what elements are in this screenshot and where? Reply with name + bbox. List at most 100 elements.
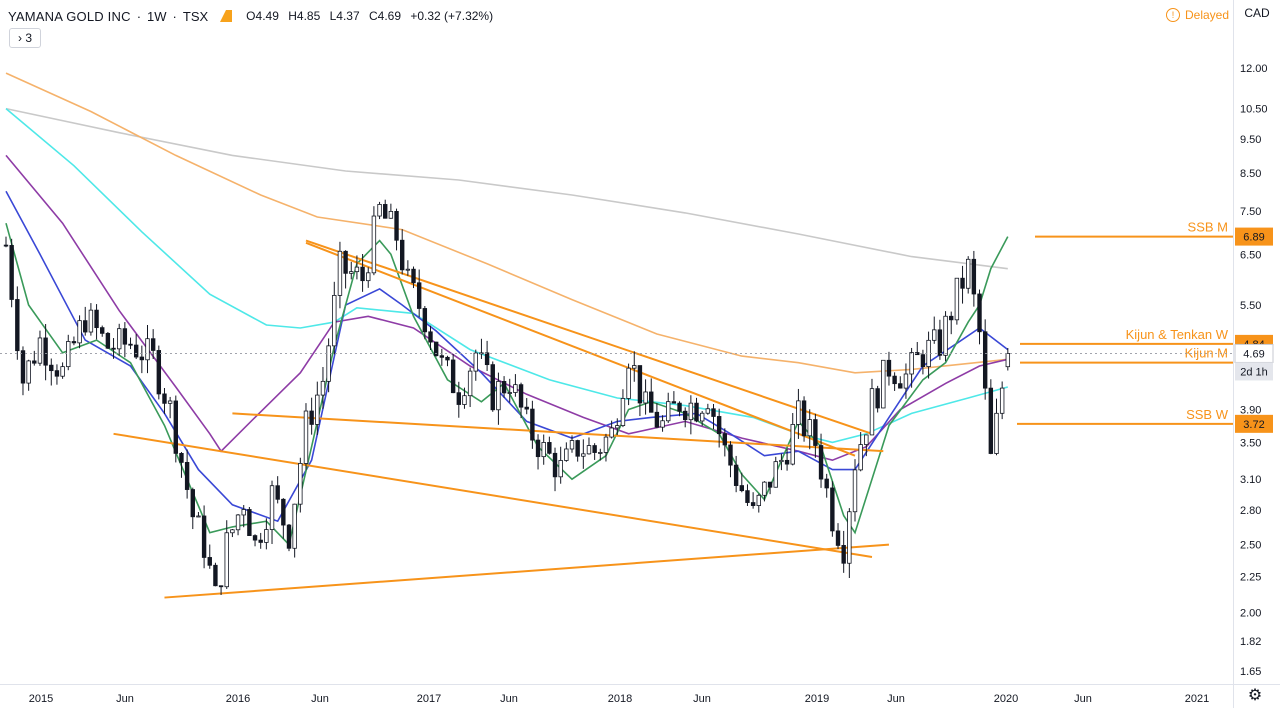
candle-body <box>926 339 931 368</box>
candle-body <box>462 395 467 405</box>
candle-body <box>1005 353 1011 368</box>
candle-body <box>858 444 863 471</box>
candle-body <box>660 420 665 428</box>
candle-body <box>456 392 461 405</box>
open-value: 4.49 <box>255 9 279 23</box>
candle-body <box>484 352 490 366</box>
candle-body <box>77 320 82 344</box>
candle-body <box>949 315 954 321</box>
exchange-label: TSX <box>182 8 209 24</box>
low-value: 4.37 <box>336 9 360 23</box>
candle-body <box>37 337 43 364</box>
candle-body <box>399 239 405 271</box>
candle-body <box>422 308 428 333</box>
level-price-text: 6.89 <box>1243 232 1264 244</box>
candle-body <box>241 509 246 516</box>
trendline <box>164 543 890 599</box>
moving-average-line <box>5 107 1008 270</box>
candle-body <box>128 343 133 346</box>
candle-body <box>999 387 1005 414</box>
candle-body <box>954 277 960 321</box>
delayed-badge[interactable]: ! Delayed <box>1166 8 1229 22</box>
level-price-tag <box>1235 227 1273 246</box>
gear-icon[interactable]: ⚙ <box>1247 687 1263 704</box>
x-tick-label: Jun <box>500 693 518 705</box>
x-tick-label: 2016 <box>226 693 250 705</box>
candle-body <box>683 410 688 421</box>
trendline <box>305 239 873 435</box>
y-tick-label: 5.50 <box>1240 300 1261 312</box>
candle-body <box>416 282 422 309</box>
candle-body <box>133 344 139 358</box>
candle-body <box>66 341 71 368</box>
high-key: H <box>288 9 297 23</box>
symbol-legend[interactable]: YAMANA GOLD INC · 1W · TSX O4.49 H4.85 L… <box>8 7 499 25</box>
candle-body <box>122 328 128 345</box>
candle-body <box>767 481 773 488</box>
candle-body <box>575 440 580 457</box>
candle-body <box>275 485 280 500</box>
candle-body <box>450 359 456 394</box>
candle-body <box>779 459 784 463</box>
candle-body <box>513 384 518 393</box>
candle-body <box>677 402 682 412</box>
x-tick-label: Jun <box>693 693 711 705</box>
candle-body <box>281 498 286 526</box>
candle-body <box>213 564 218 587</box>
candle-body <box>762 481 767 496</box>
candle-body <box>626 367 631 399</box>
candle-body <box>875 388 880 409</box>
countdown-tag <box>1235 362 1273 381</box>
candle-body <box>473 352 478 372</box>
candle-body <box>264 529 269 543</box>
candle-body <box>105 332 111 349</box>
candle-body <box>750 502 756 506</box>
candle-body <box>428 331 433 343</box>
candle-body <box>433 341 439 357</box>
y-tick-label: 3.50 <box>1240 437 1261 449</box>
candle-body <box>960 277 965 289</box>
candle-body <box>881 359 886 409</box>
candle-body <box>269 485 275 530</box>
candle-body <box>230 529 235 534</box>
last-price-text: 4.69 <box>1243 348 1264 360</box>
currency-label[interactable]: CAD <box>1244 6 1270 20</box>
interval-label[interactable]: 1W <box>147 8 167 24</box>
candle-body <box>756 494 761 506</box>
candle-body <box>886 359 892 377</box>
candle-body <box>501 381 507 394</box>
candle-body <box>977 293 982 333</box>
candle-body <box>315 394 320 425</box>
candle-body <box>773 461 778 488</box>
y-tick-label: 3.10 <box>1240 474 1261 486</box>
candle-body <box>654 411 660 428</box>
candle-body <box>705 408 711 414</box>
candle-body <box>909 352 914 375</box>
x-tick-label: 2020 <box>994 693 1018 705</box>
candle-body <box>49 364 54 372</box>
flag-icon[interactable] <box>220 10 233 22</box>
indicators-toggle-button[interactable]: › 3 <box>9 28 41 48</box>
candle-body <box>201 515 207 558</box>
candle-body <box>139 356 145 361</box>
candle-body <box>496 381 501 411</box>
candle-body <box>354 266 360 273</box>
candle-body <box>377 204 382 217</box>
candle-body <box>971 258 977 295</box>
candle-body <box>745 490 750 503</box>
candle-body <box>728 444 733 466</box>
symbol-name[interactable]: YAMANA GOLD INC <box>8 8 131 24</box>
candle-body <box>190 489 195 518</box>
x-tick-label: 2021 <box>1185 693 1209 705</box>
candle-body <box>835 530 841 546</box>
moving-average-line <box>5 72 1008 374</box>
candle-body <box>184 461 190 490</box>
candle-body <box>3 244 9 247</box>
candle-body <box>564 448 569 461</box>
candle-body <box>801 400 807 437</box>
y-tick-label: 2.50 <box>1240 540 1261 552</box>
open-key: O <box>246 9 256 23</box>
candle-body <box>932 329 937 341</box>
candle-body <box>332 295 337 347</box>
